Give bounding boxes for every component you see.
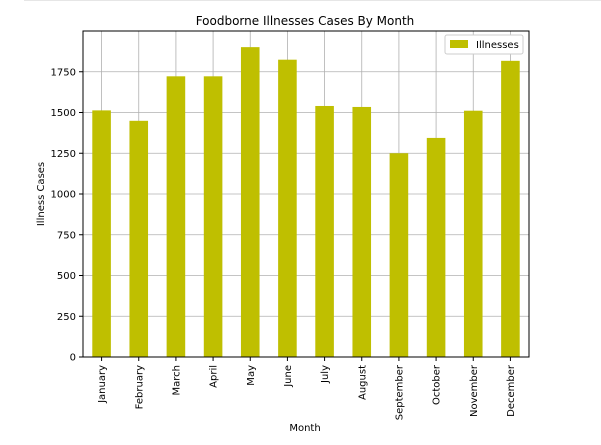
top-border-line — [24, 0, 601, 1]
bar-june — [278, 59, 297, 358]
x-tick-label: February — [134, 365, 145, 409]
x-tick-label: November — [469, 364, 480, 417]
x-tick-label: March — [171, 365, 182, 395]
bar-july — [315, 105, 334, 357]
x-tick-label: September — [394, 364, 405, 420]
y-axis-ticks: 0 250 500 750 1000 1250 1500 1750 — [51, 67, 83, 364]
bar-august — [352, 106, 372, 357]
y-tick-label: 250 — [57, 312, 76, 323]
y-tick-label: 1500 — [51, 108, 76, 119]
x-tick-label: July — [320, 365, 331, 384]
x-tick-label: June — [283, 365, 294, 388]
bar-november — [463, 110, 483, 357]
legend-label: Illnesses — [476, 40, 519, 51]
bar-april — [203, 76, 223, 358]
x-tick-label: May — [246, 365, 257, 386]
legend: Illnesses — [444, 34, 524, 55]
bar-february — [129, 120, 149, 357]
legend-swatch — [450, 40, 468, 48]
bar-march — [166, 76, 186, 358]
chart-title: Foodborne Illnesses Cases By Month — [196, 14, 415, 28]
y-tick-label: 0 — [70, 353, 76, 364]
x-axis-ticks: January February March April May June July Augu… — [97, 357, 517, 420]
bars — [92, 47, 520, 358]
x-tick-label: December — [506, 364, 517, 417]
bar-may — [240, 47, 260, 358]
bar-january — [92, 110, 111, 357]
y-tick-label: 1000 — [51, 190, 76, 201]
x-tick-label: April — [209, 365, 220, 388]
y-tick-label: 1750 — [51, 67, 76, 78]
y-tick-label: 750 — [57, 230, 76, 241]
bar-december — [501, 60, 520, 357]
x-tick-label: August — [357, 365, 368, 400]
x-tick-label: October — [432, 364, 443, 405]
bar-october — [426, 137, 446, 357]
y-axis-label: Illness Cases — [36, 162, 47, 226]
x-axis-label: Month — [289, 423, 320, 434]
y-tick-label: 1250 — [51, 149, 76, 160]
bar-september — [389, 153, 409, 357]
grid-lines — [83, 31, 529, 358]
y-tick-label: 500 — [57, 271, 76, 282]
legend-box — [444, 34, 524, 55]
x-tick-label: January — [97, 365, 108, 404]
